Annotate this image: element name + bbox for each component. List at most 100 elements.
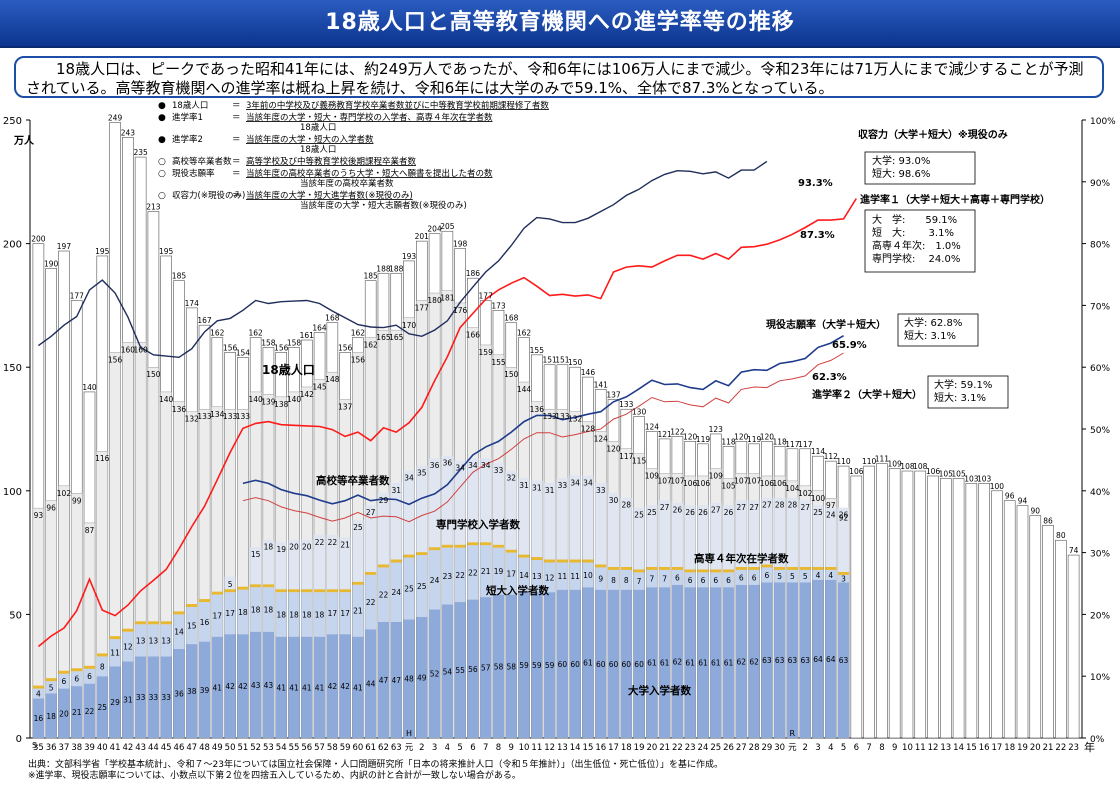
bar-kosen	[224, 589, 236, 593]
value-label-junior-college: 11	[110, 649, 120, 658]
value-label-university: 58	[506, 662, 516, 671]
bar-vocational	[390, 482, 402, 560]
value-label-hs-grads: 106	[683, 479, 698, 488]
rate1-title: 進学率１（大学＋短大＋高専＋専門学校）	[860, 193, 1050, 206]
value-label-junior-college: 4	[816, 571, 821, 580]
value-label-hs-grads: 120	[606, 444, 621, 453]
value-label-junior-college: 6	[87, 672, 92, 681]
chart: 050100150200250万人0%10%20%30%40%50%60%70%…	[3, 100, 1116, 754]
bar-vocational	[659, 500, 671, 567]
bar-university	[748, 584, 760, 738]
legend-mark: ○	[158, 191, 166, 201]
value-label-university: 25	[98, 703, 108, 712]
value-label-population: 154	[236, 348, 251, 357]
value-label-population: 112	[824, 452, 839, 461]
value-label-junior-college: 4	[36, 690, 41, 699]
bar-university	[352, 636, 364, 738]
bar-university	[671, 584, 683, 738]
y2-tick-label: 40%	[1090, 488, 1110, 498]
value-label-university: 49	[417, 673, 427, 682]
value-label-junior-college: 17	[213, 612, 223, 621]
bar-junior-college	[799, 569, 811, 583]
x-tick-label: 61	[365, 743, 376, 753]
bar-university	[173, 649, 185, 738]
bar-vocational	[710, 502, 722, 570]
bar-junior-college	[45, 681, 57, 694]
bar-university	[58, 688, 70, 738]
bar-university	[723, 587, 735, 738]
y2-tick-label: 20%	[1090, 611, 1110, 621]
summary-text: 18歳人口は、ピークであった昭和41年には、約249万人であったが、令和6年には…	[26, 60, 1084, 97]
value-label-hs-grads: 159	[479, 348, 494, 357]
bar-vocational	[403, 470, 415, 555]
value-label-population: 243	[121, 128, 136, 137]
value-label-vocational: 22	[315, 538, 325, 547]
legend-term: 高校等卒業者数	[172, 156, 232, 167]
legend-eq: ＝	[232, 191, 241, 201]
value-label-population: 213	[146, 202, 161, 211]
bar-junior-college	[812, 569, 824, 580]
y2-tick-label: 30%	[1090, 550, 1110, 560]
value-label-hs-grads: 132	[568, 415, 583, 424]
x-tick-label: 19	[1017, 743, 1028, 753]
value-label-hs-grads: 145	[312, 383, 327, 392]
legend-eq: ＝	[232, 169, 241, 179]
value-label-junior-college: 24	[430, 576, 440, 585]
value-label-population: 122	[670, 427, 685, 436]
x-tick-label: 20	[1030, 743, 1041, 753]
value-label-hs-grads: 106	[696, 479, 711, 488]
value-label-hs-grads: 128	[581, 425, 596, 434]
bar-university	[799, 582, 811, 738]
bar-vocational	[684, 505, 696, 570]
legend-term: 進学率2	[172, 134, 203, 145]
bar-kosen	[467, 542, 479, 546]
legend-def: 当該年度の大学・短大進学者数(※現役のみ)	[246, 190, 413, 201]
rate2-value: 62.3%	[812, 372, 847, 383]
bar-population	[1029, 515, 1042, 739]
value-label-population: 162	[210, 329, 225, 338]
bar-vocational	[569, 475, 581, 560]
chart-bars	[32, 122, 1080, 739]
value-label-university: 63	[788, 656, 798, 665]
value-label-population: 168	[504, 314, 519, 323]
bar-kosen	[314, 589, 326, 593]
value-label-university: 61	[698, 659, 708, 668]
bar-university	[812, 579, 824, 738]
value-label-university: 42	[340, 682, 350, 691]
x-tick-label: 40	[97, 743, 108, 753]
value-label-population: 140	[82, 383, 97, 392]
bar-kosen	[96, 653, 108, 657]
x-tick-label: 16	[595, 743, 606, 753]
bar-kosen	[799, 566, 811, 570]
bar-population	[1055, 539, 1067, 739]
x-tick-label: 13	[557, 743, 568, 753]
x-tick-label: 26	[723, 743, 734, 753]
value-label-vocational: 34	[481, 461, 491, 470]
bar-university	[224, 634, 236, 738]
x-tick-label: 8	[496, 743, 501, 753]
label-population: 18歳人口	[262, 362, 315, 377]
capacity-line: 短大: 98.6%	[872, 167, 930, 180]
value-label-hs-grads: 100	[811, 494, 826, 503]
bar-vocational	[365, 505, 377, 572]
value-label-population: 141	[594, 380, 609, 389]
value-label-university: 64	[826, 655, 836, 664]
bar-kosen	[633, 569, 645, 573]
value-label-vocational: 34	[570, 478, 580, 487]
value-label-university: 43	[251, 681, 261, 690]
value-label-hs-grads: 134	[210, 410, 225, 419]
value-label-population: 150	[568, 358, 583, 367]
value-label-junior-college: 21	[481, 567, 491, 576]
bar-university	[199, 641, 211, 738]
bar-junior-college	[620, 569, 632, 590]
bar-kosen	[608, 566, 620, 570]
value-label-population: 105	[939, 469, 954, 478]
value-label-junior-college: 6	[701, 576, 706, 585]
value-label-population: 158	[261, 338, 276, 347]
bar-junior-college	[71, 671, 83, 687]
bar-kosen	[288, 589, 300, 593]
value-label-junior-college: 7	[662, 575, 667, 584]
value-label-university: 61	[685, 659, 695, 668]
value-label-junior-college: 17	[225, 609, 235, 618]
capacity-line: 大学: 93.0%	[872, 154, 930, 167]
